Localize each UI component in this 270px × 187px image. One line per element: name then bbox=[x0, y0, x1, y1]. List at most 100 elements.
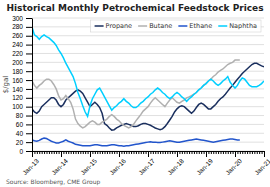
tick-mark bbox=[165, 151, 166, 154]
tick-mark bbox=[126, 151, 127, 154]
tick-mark bbox=[192, 151, 193, 154]
tick bbox=[141, 151, 142, 154]
tick bbox=[160, 151, 161, 154]
tick bbox=[182, 151, 183, 154]
tick-mark bbox=[44, 151, 45, 154]
tick-label: 60 bbox=[16, 121, 24, 128]
legend-swatch bbox=[178, 25, 187, 27]
tick-mark bbox=[189, 151, 190, 154]
tick-label: 0 bbox=[19, 148, 23, 155]
legend-label: Propane bbox=[106, 22, 133, 30]
tick-mark bbox=[26, 133, 32, 134]
tick: 240 bbox=[12, 41, 32, 48]
tick-mark bbox=[61, 151, 62, 157]
legend-swatch bbox=[95, 25, 104, 27]
tick-mark bbox=[134, 151, 135, 154]
tick-mark bbox=[26, 45, 32, 46]
legend-item: Propane bbox=[95, 22, 133, 30]
tick bbox=[165, 151, 166, 154]
tick-mark bbox=[80, 151, 81, 154]
tick-mark bbox=[211, 151, 212, 154]
tick bbox=[237, 151, 238, 154]
tick-mark bbox=[182, 151, 183, 154]
tick-mark bbox=[76, 151, 77, 154]
tick bbox=[179, 151, 180, 154]
tick bbox=[129, 151, 130, 154]
tick bbox=[51, 151, 52, 154]
tick bbox=[59, 151, 60, 154]
tick bbox=[54, 151, 55, 154]
tick-mark bbox=[26, 71, 32, 72]
series-line bbox=[32, 60, 240, 128]
tick-mark bbox=[264, 151, 265, 157]
tick bbox=[56, 151, 57, 154]
grid-line bbox=[32, 133, 264, 134]
tick bbox=[257, 151, 258, 154]
tick bbox=[76, 151, 77, 154]
tick bbox=[250, 151, 251, 154]
tick bbox=[71, 151, 72, 154]
tick bbox=[102, 151, 103, 154]
tick: 260 bbox=[12, 32, 32, 39]
tick-mark bbox=[26, 151, 32, 152]
tick-label: Jan-18 bbox=[166, 157, 185, 176]
tick-mark bbox=[92, 151, 93, 154]
tick bbox=[242, 151, 243, 154]
tick-mark bbox=[49, 151, 50, 154]
tick: 280 bbox=[12, 23, 32, 30]
tick-mark bbox=[26, 142, 32, 143]
tick-mark bbox=[26, 124, 32, 125]
tick-mark bbox=[124, 151, 125, 154]
tick-mark bbox=[26, 53, 32, 54]
tick bbox=[192, 151, 193, 154]
tick-mark bbox=[26, 116, 32, 117]
tick-mark bbox=[47, 151, 48, 154]
tick bbox=[126, 151, 127, 154]
tick-mark bbox=[158, 151, 159, 154]
tick-mark bbox=[26, 80, 32, 81]
tick bbox=[146, 151, 147, 154]
tick-label: Jan-17 bbox=[137, 157, 156, 176]
tick-label: 220 bbox=[12, 50, 23, 57]
tick-label: Jan-19 bbox=[195, 157, 214, 176]
tick bbox=[39, 151, 40, 154]
tick-mark bbox=[26, 62, 32, 63]
tick-label: Jan-21 bbox=[253, 157, 270, 176]
x-axis: Jan-13Jan-14Jan-15Jan-16Jan-17Jan-18Jan-… bbox=[21, 151, 270, 176]
tick bbox=[204, 151, 205, 154]
tick-mark bbox=[42, 151, 43, 154]
tick: 20 bbox=[16, 139, 32, 146]
tick bbox=[100, 151, 101, 154]
tick bbox=[63, 151, 64, 154]
tick-mark bbox=[136, 151, 137, 154]
tick: 0 bbox=[19, 148, 32, 155]
tick bbox=[187, 151, 188, 154]
tick: 40 bbox=[16, 130, 32, 137]
tick bbox=[189, 151, 190, 154]
tick-mark bbox=[73, 151, 74, 154]
tick-label: 140 bbox=[12, 86, 23, 93]
legend-box bbox=[91, 20, 261, 32]
tick-mark bbox=[187, 151, 188, 154]
tick-label: Jan-13 bbox=[21, 157, 40, 176]
tick-label: 300 bbox=[12, 15, 23, 22]
tick-mark bbox=[51, 151, 52, 154]
tick bbox=[47, 151, 48, 154]
tick bbox=[201, 151, 202, 154]
tick bbox=[247, 151, 248, 154]
tick-mark bbox=[206, 151, 207, 157]
tick-mark bbox=[66, 151, 67, 154]
tick bbox=[262, 151, 263, 154]
tick bbox=[138, 151, 139, 154]
tick-mark bbox=[237, 151, 238, 154]
tick-mark bbox=[32, 151, 33, 157]
tick: 60 bbox=[16, 121, 32, 128]
tick-mark bbox=[235, 151, 236, 157]
tick-mark bbox=[259, 151, 260, 154]
tick-mark bbox=[199, 151, 200, 154]
tick bbox=[150, 151, 151, 154]
y-axis-title: $/gal bbox=[2, 76, 10, 94]
tick-mark bbox=[240, 151, 241, 154]
tick bbox=[158, 151, 159, 154]
tick-mark bbox=[204, 151, 205, 154]
